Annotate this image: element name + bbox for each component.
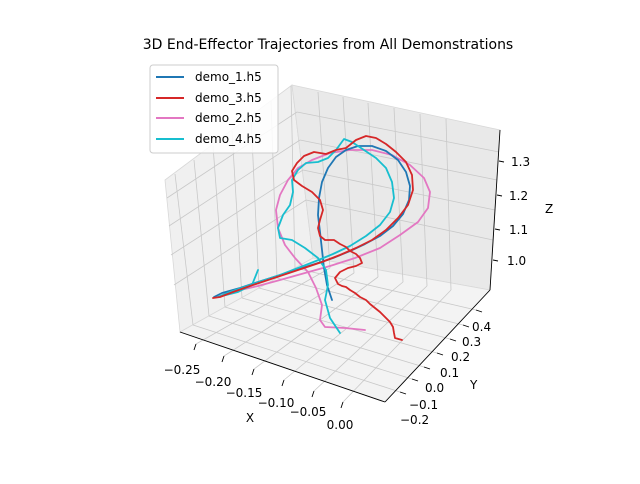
y-tick-mark: [436, 352, 444, 356]
series-line-demo-4: [217, 138, 395, 334]
x-gridline: [195, 267, 331, 345]
z-tick-mark: [494, 228, 501, 231]
y-tick-label: 0.3: [462, 335, 481, 349]
legend: demo_1.h5 demo_3.h5 demo_2.h5 demo_4.h5: [149, 64, 279, 154]
z-tick-mark: [492, 259, 499, 262]
x-tick-labels: −0.25 −0.20 −0.15 −0.10 −0.05 0.00: [164, 363, 354, 432]
y-gridline: [193, 159, 210, 317]
y-tick-mark: [411, 378, 419, 382]
x-tick-label: 0.00: [327, 418, 354, 432]
z-axis-label: Z: [545, 202, 553, 216]
x-tick-label: −0.20: [195, 375, 232, 389]
y-tick-labels: −0.2 −0.1 0.0 0.1 0.2 0.3 0.4: [400, 320, 491, 427]
x-gridline: [253, 276, 379, 370]
x-gridline: [367, 102, 379, 278]
x-gridline: [445, 118, 452, 291]
y-tick-mark: [462, 324, 470, 328]
x-tick-mark: [193, 343, 197, 351]
z-tick-label: 1.2: [509, 189, 528, 203]
x-gridline: [393, 107, 404, 283]
y-tick-mark: [423, 366, 431, 370]
x-tick-label: −0.05: [290, 405, 327, 419]
y-gridline: [208, 315, 413, 380]
y-gridline: [276, 277, 464, 326]
x-gridline: [313, 285, 428, 392]
x-gridline: [342, 289, 452, 403]
y-tick-label: −0.1: [409, 398, 438, 412]
x-tick-label: −0.15: [226, 386, 263, 400]
legend-box: [149, 64, 279, 154]
z-tick-label: 1.3: [511, 155, 530, 169]
y-gridline: [258, 287, 451, 340]
y-gridline: [174, 173, 194, 326]
y-tick-label: −0.2: [400, 413, 429, 427]
legend-label-demo-3: demo_3.h5: [195, 91, 262, 105]
y-tick-mark: [399, 391, 407, 395]
y-axis-line: [384, 289, 491, 403]
x-gridline: [283, 281, 404, 381]
z-gridline: [302, 169, 496, 211]
x-gridline: [317, 91, 331, 269]
legend-label-demo-1: demo_1.h5: [195, 70, 262, 84]
legend-label-demo-2: demo_2.h5: [195, 111, 262, 125]
y-tick-label: 0.4: [472, 320, 491, 334]
y-tick-mark: [475, 309, 483, 313]
z-tick-label: 1.0: [507, 254, 526, 268]
x-tick-label: −0.10: [258, 396, 295, 410]
x-tick-mark: [221, 355, 225, 363]
x-tick-mark: [281, 379, 285, 387]
chart-title: 3D End-Effector Trajectories from All De…: [143, 37, 513, 53]
x-gridline: [419, 113, 428, 287]
series-line-demo-3: [212, 135, 414, 341]
y-axis-label: Y: [469, 378, 478, 392]
z-tick-mark: [496, 194, 503, 197]
z-tick-mark: [498, 160, 505, 163]
z-gridline: [168, 139, 301, 227]
x-axis-label: X: [246, 411, 254, 425]
tick-marks: [193, 160, 505, 409]
y-gridline: [224, 306, 425, 368]
x-tick-mark: [340, 401, 344, 409]
series-line-demo-2: [224, 149, 431, 331]
series-layer: [212, 135, 431, 341]
z-gridline: [305, 199, 494, 241]
x-tick-label: −0.25: [164, 363, 201, 377]
y-tick-label: 0.0: [425, 381, 444, 395]
x-tick-mark: [251, 368, 255, 376]
y-gridline: [241, 297, 438, 354]
legend-label-demo-4: demo_4.h5: [195, 132, 262, 146]
z-gridline: [296, 111, 500, 153]
z-tick-label: 1.1: [509, 223, 528, 237]
axes: [179, 129, 501, 403]
y-gridline: [231, 130, 243, 299]
z-gridline: [170, 169, 304, 256]
y-tick-label: 0.1: [440, 366, 459, 380]
x-tick-mark: [311, 390, 315, 398]
y-gridline: [192, 324, 401, 393]
y-gridline: [212, 145, 226, 308]
z-tick-labels: 1.0 1.1 1.2 1.3: [507, 155, 530, 268]
y-tick-mark: [449, 338, 457, 342]
y-tick-label: 0.2: [451, 350, 470, 364]
z-axis-line: [489, 129, 501, 291]
x-axis-line: [179, 331, 386, 403]
